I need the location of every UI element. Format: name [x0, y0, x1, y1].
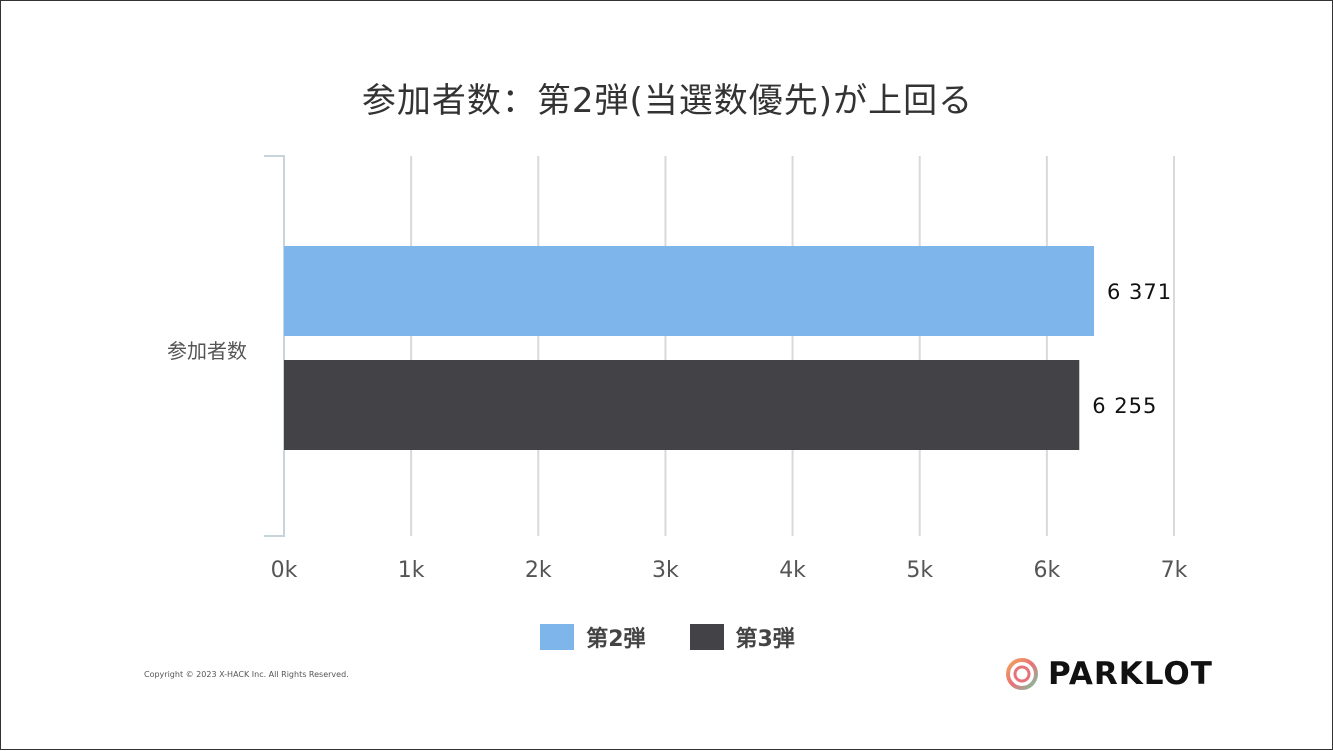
category-axis: [264, 155, 285, 537]
legend-item-series-2[interactable]: 第3弾: [689, 621, 795, 653]
legend-swatch-series-2: [689, 624, 724, 650]
logo-text: PARKLOT: [1048, 656, 1213, 692]
x-tick-label-4: 4k: [779, 558, 806, 583]
x-tick-label-7: 7k: [1161, 558, 1188, 583]
x-tick-label-0: 0k: [271, 558, 298, 583]
x-tick-label-3: 3k: [652, 558, 679, 583]
parklot-logo: PARKLOT: [1004, 656, 1213, 692]
x-tick-label-6: 6k: [1033, 558, 1060, 583]
legend-label-series-1: 第2弾: [586, 627, 646, 652]
x-tick-label-1: 1k: [398, 558, 425, 583]
ring-logo-icon: [1006, 658, 1038, 690]
legend-swatch-series-1: [540, 624, 575, 650]
x-tick-label-5: 5k: [906, 558, 933, 583]
copyright-text: Copyright © 2023 X-HACK Inc. All Rights …: [144, 670, 349, 679]
category-label: 参加者数: [167, 339, 247, 363]
data-label-series-1: 6 371: [1107, 280, 1172, 304]
legend: 第2弾 第3弾: [1, 621, 1333, 653]
bar-series-1: [284, 246, 1095, 336]
legend-label-series-2: 第3弾: [735, 627, 795, 652]
x-tick-label-2: 2k: [525, 558, 552, 583]
chart-title: 参加者数：第2弾(当選数優先)が上回る: [361, 81, 974, 121]
legend-item-series-1[interactable]: 第2弾: [540, 621, 646, 653]
data-label-series-2: 6 255: [1092, 394, 1157, 418]
bar-series-2: [284, 360, 1080, 450]
